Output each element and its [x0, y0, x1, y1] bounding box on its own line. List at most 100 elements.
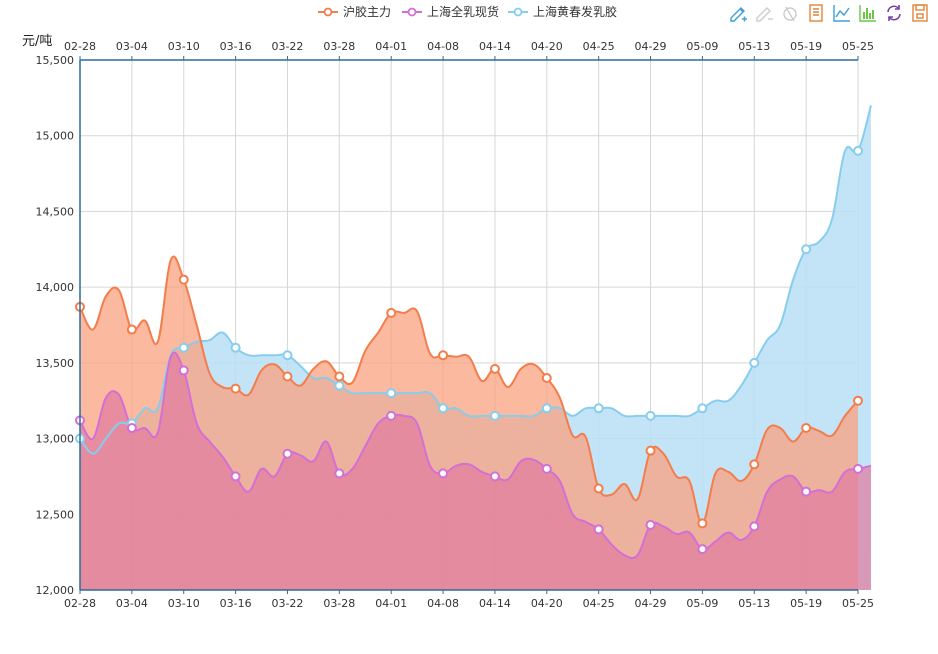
data-point [438, 403, 449, 414]
data-point [489, 410, 500, 421]
x-tick-label-top: 04-14 [479, 40, 511, 53]
x-tick-label: 05-09 [686, 597, 718, 610]
x-tick-label: 04-20 [531, 597, 563, 610]
toolbox [728, 3, 930, 23]
y-tick-label: 13,000 [36, 433, 75, 446]
data-point [749, 357, 760, 368]
data-point [541, 373, 552, 383]
data-point [853, 395, 863, 406]
legend[interactable]: 沪胶主力 上海全乳现货 上海黄春发乳胶 [318, 4, 617, 19]
save-image-icon[interactable] [910, 3, 930, 23]
y-tick-label: 13,500 [36, 357, 75, 370]
point-layer [75, 145, 863, 555]
legend-item[interactable]: 上海黄春发乳胶 [508, 4, 617, 19]
legend-marker [323, 7, 333, 17]
x-tick-label: 05-13 [738, 597, 770, 610]
series-line [79, 105, 872, 455]
y-tick-label: 14,500 [36, 205, 75, 218]
data-point [282, 350, 293, 361]
data-point [593, 403, 604, 414]
x-tick-label-top: 04-25 [583, 40, 615, 53]
data-point [126, 422, 137, 433]
x-tick-label-top: 02-28 [64, 40, 96, 53]
legend-marker [407, 7, 417, 17]
data-point [178, 274, 189, 285]
data-point [334, 468, 345, 479]
data-point [593, 524, 604, 535]
x-tick-label: 03-04 [116, 597, 148, 610]
data-point [386, 388, 397, 399]
series-area [80, 352, 871, 590]
data-point [230, 342, 241, 353]
data-point [230, 383, 241, 394]
legend-marker [513, 7, 523, 17]
refresh-icon[interactable] [884, 3, 904, 23]
data-view-icon[interactable] [806, 3, 826, 23]
data-point [386, 307, 397, 318]
y-tick-label: 12,000 [36, 584, 75, 597]
data-point [593, 483, 604, 494]
x-tick-label: 03-16 [220, 597, 252, 610]
y-tick-label: 15,500 [36, 54, 75, 67]
zoom-icon[interactable] [728, 3, 748, 23]
data-point [645, 519, 656, 530]
data-point [801, 486, 812, 497]
restore-zoom-icon[interactable] [780, 3, 800, 23]
x-tick-label-top: 03-28 [323, 40, 355, 53]
data-point [334, 380, 345, 391]
legend-label: 上海全乳现货 [427, 4, 499, 19]
x-tick-label: 04-25 [583, 597, 615, 610]
x-tick-label: 04-01 [375, 597, 407, 610]
line-layer [79, 105, 872, 560]
data-point [749, 521, 760, 532]
data-point [282, 371, 293, 382]
x-tick-label: 03-10 [168, 597, 200, 610]
y-tick-label: 14,000 [36, 281, 75, 294]
data-point [230, 471, 241, 482]
data-point [645, 445, 656, 456]
x-tick-label: 03-22 [271, 597, 303, 610]
area-layer [80, 105, 871, 591]
y-tick-label: 12,500 [36, 508, 75, 521]
x-tick-label: 04-29 [635, 597, 667, 610]
y-tick-label: 15,000 [36, 130, 75, 143]
data-point [697, 518, 708, 529]
legend-label: 上海黄春发乳胶 [533, 4, 617, 19]
x-tick-label: 03-28 [323, 597, 355, 610]
x-tick-label-top: 05-25 [842, 40, 874, 53]
y-axis-label: 元/吨 [22, 34, 52, 49]
legend-item[interactable]: 上海全乳现货 [402, 4, 499, 19]
x-tick-label-top: 05-09 [686, 40, 718, 53]
legend-item[interactable]: 沪胶主力 [318, 4, 391, 19]
data-point [438, 350, 449, 361]
bar-chart-icon[interactable] [858, 3, 878, 23]
series-line [79, 255, 859, 525]
data-point [489, 363, 500, 374]
data-point [749, 459, 760, 470]
x-tick-label-top: 04-29 [635, 40, 667, 53]
data-point [178, 365, 189, 376]
data-point [853, 145, 863, 156]
line-chart-icon[interactable] [832, 3, 852, 23]
x-tick-label-top: 03-16 [220, 40, 252, 53]
x-tick-label: 02-28 [64, 597, 96, 610]
data-point [386, 410, 397, 421]
data-point [645, 410, 656, 421]
data-point [178, 342, 189, 353]
data-point [282, 448, 293, 459]
data-point [541, 463, 552, 474]
data-point [126, 324, 137, 335]
axes: 12,000 12,500 13,000 13,500 14,000 14,500 15,0… [36, 40, 874, 610]
x-tick-label: 04-14 [479, 597, 511, 610]
data-point [438, 468, 449, 479]
data-point [697, 403, 708, 414]
x-tick-label-top: 04-01 [375, 40, 407, 53]
x-tick-label-top: 03-10 [168, 40, 200, 53]
x-tick-label-top: 03-04 [116, 40, 148, 53]
zoom-reset-icon[interactable] [754, 3, 774, 23]
x-tick-label-top: 05-13 [738, 40, 770, 53]
x-tick-label: 05-25 [842, 597, 874, 610]
series-line [79, 351, 872, 560]
